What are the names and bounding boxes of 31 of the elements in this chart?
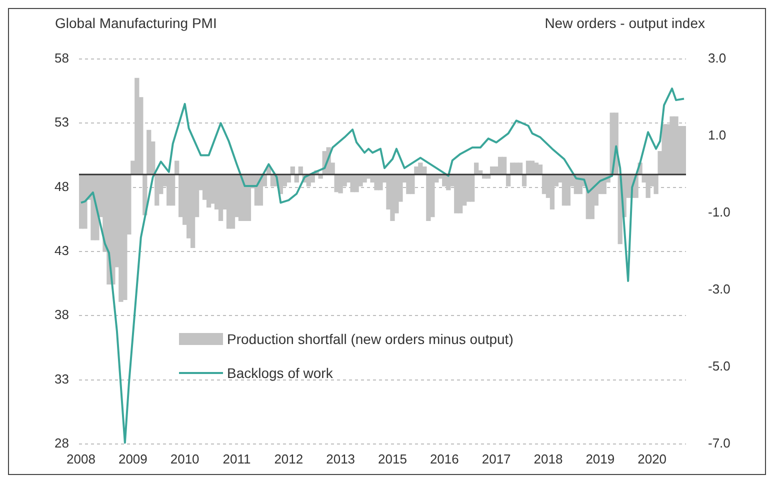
x-tick-label: 2018 [534, 451, 563, 466]
y-tick-label: 28 [54, 436, 69, 451]
y2-tick-label: 3.0 [708, 50, 726, 66]
y2-tick-label: -3.0 [708, 282, 730, 297]
x-tick-label: 2009 [118, 451, 148, 466]
y2-axis-title: New orders - output index [544, 15, 705, 31]
x-tick-label: 2019 [586, 451, 615, 466]
x-tick-label: 2011 [222, 451, 251, 466]
y-tick-label: 38 [54, 307, 69, 322]
x-tick-label: 2012 [274, 451, 304, 466]
y2-tick-label: -1.0 [708, 204, 730, 220]
x-tick-label: 2013 [326, 451, 356, 466]
y2-tick-label: 1.0 [708, 128, 726, 143]
x-tick-label: 2015 [378, 451, 407, 466]
x-tick-label: 2017 [482, 451, 511, 466]
y-tick-label: 58 [54, 50, 69, 66]
y-tick-label: 48 [54, 178, 69, 194]
bar [82, 174, 88, 229]
bar [682, 126, 686, 175]
x-tick-label: 2008 [66, 451, 96, 466]
legend-label: Production shortfall (new orders minus output) [227, 330, 514, 349]
x-tick-label: 2020 [638, 451, 667, 466]
y2-tick-label: -5.0 [708, 358, 730, 374]
y-tick-label: 33 [54, 371, 69, 386]
x-tick-label: 2010 [170, 451, 200, 466]
y-tick-label: 53 [54, 114, 69, 130]
y-tick-label: 43 [54, 243, 69, 258]
legend-label: Backlogs of work [227, 364, 333, 383]
y2-tick-label: -7.0 [708, 436, 730, 451]
x-tick-label: 2016 [430, 451, 459, 466]
y-axis-title: Global Manufacturing PMI [55, 15, 217, 31]
